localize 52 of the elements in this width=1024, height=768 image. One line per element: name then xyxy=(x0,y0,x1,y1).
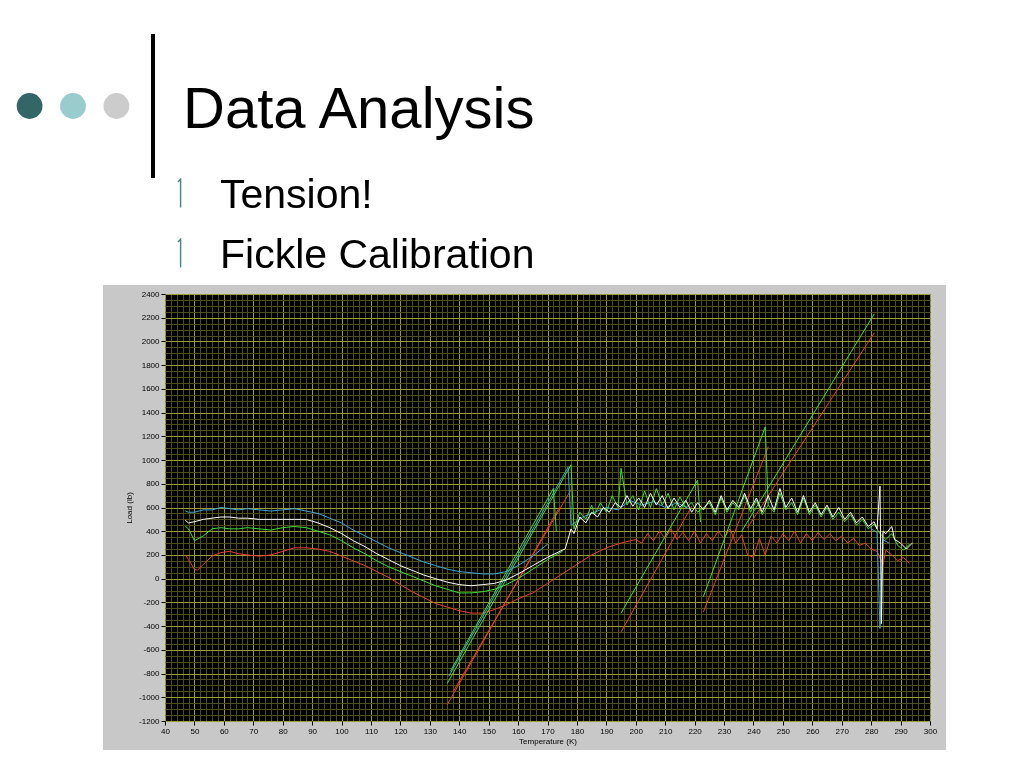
x-tick-label: 140 xyxy=(453,726,467,736)
x-tick-label: 290 xyxy=(894,726,909,736)
x-tick-label: 200 xyxy=(629,726,644,736)
x-tick-label: 170 xyxy=(541,726,556,736)
y-tick-label: -800 xyxy=(143,669,161,679)
x-tick-label: 240 xyxy=(747,726,762,736)
x-tick-label: 180 xyxy=(570,726,585,736)
x-tick-label: 160 xyxy=(511,726,526,736)
x-tick-label: 250 xyxy=(776,726,791,736)
x-tick-label: 280 xyxy=(864,726,879,736)
y-tick-label: -1200 xyxy=(139,716,161,726)
x-tick-label: 130 xyxy=(423,726,438,736)
x-tick-label: 270 xyxy=(835,726,850,736)
y-tick-label: 2000 xyxy=(141,336,161,346)
text: Tension! xyxy=(220,171,373,217)
x-tick-label: 90 xyxy=(308,726,318,736)
y-tick-label: 800 xyxy=(146,479,161,489)
chart-title: Data Analysis xyxy=(183,75,535,140)
y-tick-label: 400 xyxy=(146,526,161,536)
x-tick-label: 70 xyxy=(249,726,259,736)
y-tick-label: 1000 xyxy=(141,455,161,465)
y-axis-title: Load (lb) xyxy=(125,491,135,524)
x-tick-label: 110 xyxy=(365,726,379,736)
y-tick-label: 1400 xyxy=(141,408,161,418)
y-tick-label: -600 xyxy=(143,645,161,655)
y-tick-label: 600 xyxy=(146,503,161,512)
y-tick-label: -1000 xyxy=(139,692,161,702)
x-tick-label: 120 xyxy=(394,726,409,736)
y-tick-label: 1800 xyxy=(141,360,161,370)
x-tick-label: 300 xyxy=(923,726,938,736)
x-tick-label: 190 xyxy=(600,726,615,736)
y-tick-label: 0 xyxy=(155,574,161,584)
x-tick-label: 150 xyxy=(482,726,497,736)
y-tick-label: -400 xyxy=(143,621,161,631)
x-tick-label: 230 xyxy=(717,726,732,736)
line-series xyxy=(185,485,913,625)
y-tick-label: 1600 xyxy=(141,384,161,394)
y-tick-label: 2400 xyxy=(141,289,161,299)
y-tick-label: 200 xyxy=(146,550,161,560)
y-tick-label: -200 xyxy=(143,597,161,607)
x-tick-label: 50 xyxy=(190,726,200,736)
text: Fickle Calibration xyxy=(220,231,535,277)
y-tick-label: 2200 xyxy=(141,313,161,323)
x-tick-label: 40 xyxy=(161,726,171,736)
x-axis-title: Temperature (K) xyxy=(519,736,578,746)
x-tick-label: 210 xyxy=(659,726,673,736)
x-tick-label: 60 xyxy=(219,726,230,736)
x-tick-label: 220 xyxy=(688,726,703,736)
x-tick-label: 100 xyxy=(335,726,350,736)
x-tick-label: 260 xyxy=(806,726,821,736)
y-tick-label: 1200 xyxy=(141,431,161,441)
x-tick-label: 80 xyxy=(278,726,289,736)
